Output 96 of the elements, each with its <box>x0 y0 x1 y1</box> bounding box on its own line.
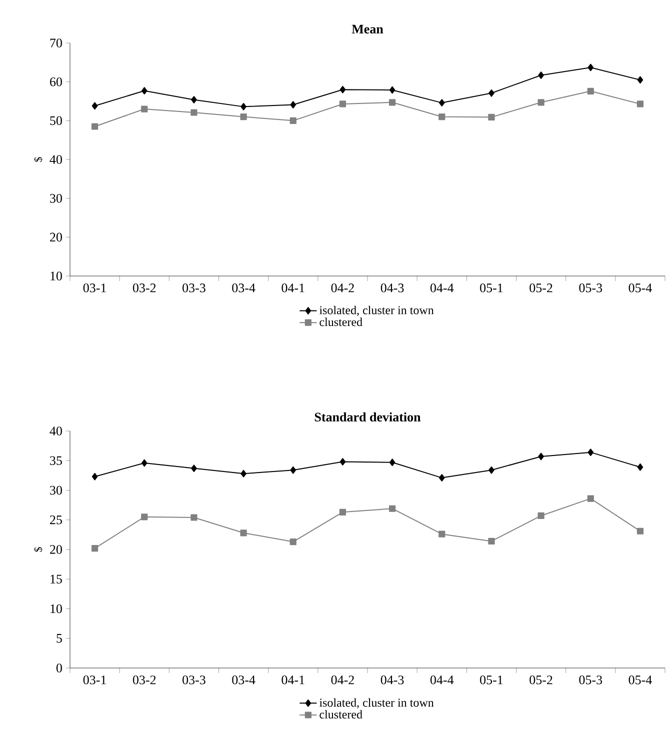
point <box>438 530 446 538</box>
point <box>141 514 148 520</box>
point <box>92 472 98 480</box>
point <box>190 514 198 521</box>
point <box>92 102 98 110</box>
point <box>538 72 544 79</box>
point <box>339 100 346 108</box>
x-tick-label: 04-1 <box>282 284 304 292</box>
point <box>290 117 296 124</box>
x-tick-label: 05-4 <box>628 676 652 684</box>
point <box>587 495 594 502</box>
y-tick-label: 10 <box>50 272 62 280</box>
point <box>637 463 644 471</box>
point <box>588 64 594 72</box>
y-tick-label: 30 <box>50 194 62 203</box>
x-tick-label: 04-2 <box>331 284 354 292</box>
legend-label: clustered <box>320 318 362 326</box>
point <box>339 508 346 516</box>
point <box>190 109 198 116</box>
point <box>340 458 346 466</box>
point <box>91 545 98 552</box>
point <box>388 99 396 106</box>
point <box>141 106 148 112</box>
y-tick-label: 60 <box>50 77 62 86</box>
chart-title: Mean <box>352 24 384 34</box>
point <box>538 512 544 520</box>
point <box>488 466 494 474</box>
point <box>538 99 544 106</box>
x-tick-label: 04-3 <box>380 284 404 292</box>
legend-label: isolated, cluster in town <box>319 306 434 316</box>
y-tick-label: 50 <box>50 116 62 126</box>
point <box>388 505 396 512</box>
point <box>636 528 644 534</box>
x-tick-label: 04-4 <box>430 284 454 292</box>
y-tick-label: 20 <box>50 545 62 554</box>
x-tick-label: 05-1 <box>480 284 503 292</box>
point <box>340 86 346 94</box>
point <box>290 538 296 546</box>
x-tick-label: 03-4 <box>232 676 256 684</box>
point <box>191 96 197 104</box>
y-tick-label: 20 <box>50 232 62 242</box>
y-tick-label: 70 <box>50 38 62 48</box>
point <box>488 114 495 120</box>
point <box>240 113 247 120</box>
point <box>240 102 246 110</box>
point <box>438 99 445 106</box>
x-tick-label: 04-2 <box>331 676 354 684</box>
point <box>240 530 247 536</box>
point <box>141 87 148 94</box>
point <box>637 76 644 84</box>
legend-label: isolated, cluster in town <box>319 698 434 708</box>
point <box>438 113 446 120</box>
y-tick-label: 5 <box>56 634 62 643</box>
legend-label: clustered <box>320 710 362 719</box>
x-tick-label: 05-3 <box>579 284 602 292</box>
x-tick-label: 05-4 <box>628 284 652 292</box>
point <box>588 448 594 456</box>
y-tick-label: 40 <box>50 426 62 436</box>
x-tick-label: 04-3 <box>380 676 404 684</box>
x-tick-label: 03-1 <box>83 284 106 292</box>
x-tick-label: 05-2 <box>530 284 552 292</box>
point <box>438 474 445 482</box>
chart-title: Standard deviation <box>314 412 421 422</box>
y-tick-label: 35 <box>50 456 62 465</box>
point <box>290 101 296 108</box>
point <box>240 470 246 478</box>
y-tick-label: 30 <box>50 486 62 495</box>
point <box>587 88 594 94</box>
x-tick-label: 03-3 <box>182 284 206 292</box>
x-tick-label: 03-2 <box>132 676 156 684</box>
x-tick-label: 03-4 <box>232 284 256 292</box>
point <box>389 458 396 466</box>
x-tick-label: 03-1 <box>83 676 106 684</box>
x-tick-label: 03-2 <box>132 284 156 292</box>
y-tick-label: 10 <box>50 604 62 614</box>
point <box>290 466 296 474</box>
x-tick-label: 04-1 <box>282 676 304 684</box>
point <box>91 123 98 130</box>
point <box>636 100 644 108</box>
y-tick-label: 25 <box>50 516 62 524</box>
x-tick-label: 05-1 <box>480 676 503 684</box>
point <box>191 464 197 472</box>
y-axis-title: $ <box>34 157 43 162</box>
y-tick-label: 0 <box>56 664 62 672</box>
y-tick-label: 40 <box>50 155 62 164</box>
point <box>488 89 494 97</box>
x-tick-label: 03-3 <box>182 676 206 684</box>
x-tick-label: 04-4 <box>430 676 454 684</box>
point <box>488 538 495 544</box>
y-tick-label: 15 <box>50 574 62 584</box>
x-tick-label: 05-2 <box>530 676 552 684</box>
point <box>538 452 544 460</box>
x-tick-label: 05-3 <box>579 676 602 684</box>
point <box>141 459 148 467</box>
point <box>389 86 396 94</box>
y-axis-title: $ <box>34 547 43 552</box>
